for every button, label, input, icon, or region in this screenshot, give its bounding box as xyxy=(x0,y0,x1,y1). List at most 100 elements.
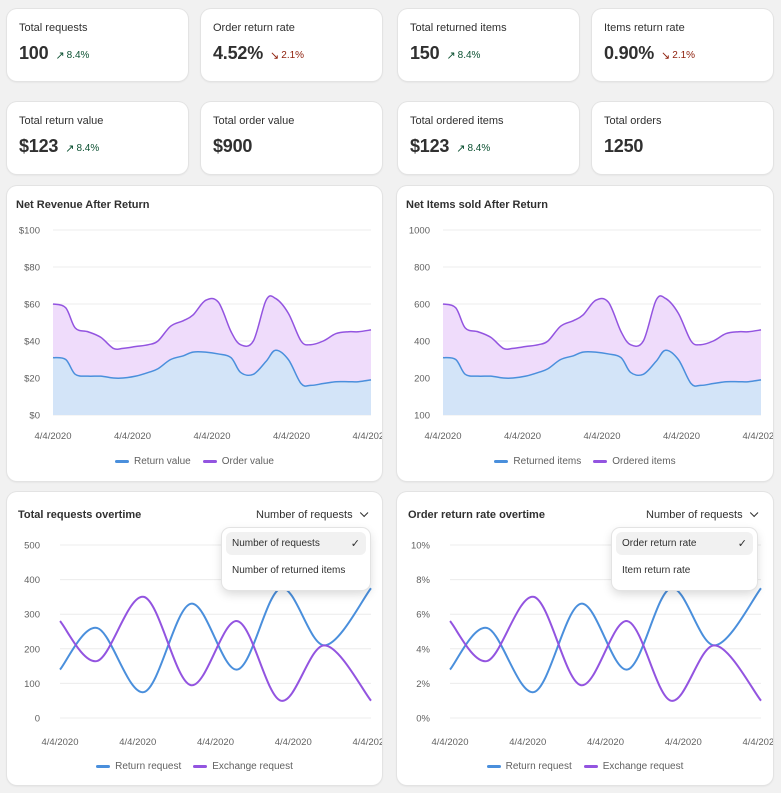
chart-title: Total requests overtime xyxy=(18,509,142,521)
series-line-order-value[interactable] xyxy=(52,295,372,351)
stat-card: Items return rate 0.90% ↘ 2.1% xyxy=(592,9,773,81)
x-tick-label: 4/4/2020 xyxy=(275,737,312,748)
dropdown-label: Number of requests xyxy=(256,509,353,521)
x-tick-label: 4/4/2020 xyxy=(584,431,621,442)
y-tick-label: 2% xyxy=(416,679,430,690)
x-tick-label: 4/4/2020 xyxy=(119,737,156,748)
stat-label: Total requests xyxy=(19,22,88,34)
stat-label: Total orders xyxy=(604,115,662,127)
stat-label: Items return rate xyxy=(604,22,685,34)
y-tick-label: $60 xyxy=(24,300,40,311)
stat-card: Total order value $900 xyxy=(201,102,382,174)
legend-item-return-value[interactable]: Return value xyxy=(115,456,191,467)
legend-item-return-request[interactable]: Return request xyxy=(96,761,181,772)
dropdown-label: Number of requests xyxy=(646,509,743,521)
stat-delta-value: 8.4% xyxy=(76,143,100,154)
stat-row: $900 xyxy=(213,136,252,157)
series-line-exchange-request[interactable] xyxy=(449,595,762,702)
stat-delta-value: 2.1% xyxy=(281,50,305,61)
y-tick-label: 200 xyxy=(24,644,40,655)
series-line-return-request[interactable] xyxy=(449,587,762,694)
legend-item-return-request[interactable]: Return request xyxy=(486,761,572,772)
y-tick-label: 500 xyxy=(24,541,40,552)
legend-item-returned-items[interactable]: Returned items xyxy=(494,456,581,467)
chart-title: Net Revenue After Return xyxy=(16,199,150,211)
legend-label: Returned items xyxy=(513,456,582,467)
legend-item-order-value[interactable]: Order value xyxy=(202,456,274,467)
x-tick-label: 4/4/2020 xyxy=(587,737,624,748)
x-tick-label: 4/4/2020 xyxy=(743,737,773,748)
metric-menu: Order return rate ✓ Item return rate xyxy=(612,528,757,590)
stat-delta: ↗ 8.4% xyxy=(456,142,490,155)
x-tick-label: 4/4/2020 xyxy=(432,737,469,748)
legend-label: Exchange request xyxy=(602,761,684,772)
stat-delta-value: 8.4% xyxy=(467,143,491,154)
stat-delta: ↗ 8.4% xyxy=(446,49,480,62)
y-tick-label: 0 xyxy=(35,714,40,725)
stat-row: 4.52% ↘ 2.1% xyxy=(213,43,304,64)
metric-dropdown[interactable]: Number of requests xyxy=(256,508,368,521)
series-line-return-request[interactable] xyxy=(59,587,372,694)
x-tick-label: 4/4/2020 xyxy=(663,431,700,442)
stat-delta: ↘ 2.1% xyxy=(661,49,695,62)
y-tick-label: 4% xyxy=(416,644,430,655)
checkmark-icon: ✓ xyxy=(350,538,360,550)
x-tick-label: 4/4/2020 xyxy=(197,737,234,748)
y-tick-label: $40 xyxy=(24,337,40,348)
menu-item-order-return-rate[interactable]: Order return rate ✓ xyxy=(616,532,753,555)
arrow-up-right-icon: ↗ xyxy=(446,50,456,62)
stat-value: $900 xyxy=(213,136,253,156)
legend-label: Ordered items xyxy=(612,456,676,467)
stat-delta: ↗ 8.4% xyxy=(55,49,89,62)
chart-legend: Return request Exchange request xyxy=(397,761,773,772)
stat-value: 0.90% xyxy=(604,43,655,63)
net-revenue-chart: $0 $20 $40 $60 $80 $100 4/4/2020 4/4/2020 4/4/20… xyxy=(19,226,382,443)
series-line-ordered-items[interactable] xyxy=(442,295,762,351)
stat-label: Total returned items xyxy=(410,22,507,34)
legend-item-ordered-items[interactable]: Ordered items xyxy=(593,456,676,467)
chart-legend: Return value Order value xyxy=(7,456,382,467)
x-tick-label: 4/4/2020 xyxy=(194,431,231,442)
legend-item-exchange-request[interactable]: Exchange request xyxy=(193,761,293,772)
y-tick-label: 600 xyxy=(414,300,430,311)
legend-item-exchange-request[interactable]: Exchange request xyxy=(583,761,684,772)
chart-title: Order return rate overtime xyxy=(408,509,545,521)
arrow-up-right-icon: ↗ xyxy=(65,143,75,155)
stat-row: 100 ↗ 8.4% xyxy=(19,43,89,64)
y-tick-label: 800 xyxy=(414,263,430,274)
legend-label: Order value xyxy=(221,456,274,467)
return-rate-overtime-chart: 0% 2% 4% 6% 8% 10% 4/4/2020 4/4/2020 4/4/2020 4/4… xyxy=(411,541,773,749)
y-tick-label: 400 xyxy=(414,337,430,348)
stat-label: Total return value xyxy=(19,115,104,127)
stat-value: 100 xyxy=(19,43,49,63)
stat-row: 1250 xyxy=(604,136,643,157)
stat-row: $123 ↗ 8.4% xyxy=(19,136,99,157)
stat-value: 150 xyxy=(410,43,440,63)
stat-card: Total ordered items $123 ↗ 8.4% xyxy=(398,102,579,174)
x-tick-label: 4/4/2020 xyxy=(42,737,79,748)
y-tick-label: 6% xyxy=(416,610,430,621)
stat-value: $123 xyxy=(19,136,59,156)
metric-dropdown[interactable]: Number of requests xyxy=(646,508,758,521)
y-tick-label: 400 xyxy=(24,575,40,586)
x-tick-label: 4/4/2020 xyxy=(353,737,382,748)
chart-title: Net Items sold After Return xyxy=(406,199,549,211)
requests-overtime-card: Total requests overtime 0 100 200 300 400 500… xyxy=(7,492,382,785)
arrow-down-right-icon: ↘ xyxy=(270,50,280,62)
menu-item-item-return-rate[interactable]: Item return rate xyxy=(616,559,753,582)
menu-item-number-of-returned-items[interactable]: Number of returned items xyxy=(226,559,366,582)
series-line-return-value[interactable] xyxy=(52,349,372,387)
stat-row: $123 ↗ 8.4% xyxy=(410,136,490,157)
stat-card: Order return rate 4.52% ↘ 2.1% xyxy=(201,9,382,81)
x-tick-label: 4/4/2020 xyxy=(504,431,541,442)
stat-value: 4.52% xyxy=(213,43,264,63)
x-tick-label: 4/4/2020 xyxy=(353,431,382,442)
menu-item-label: Item return rate xyxy=(622,565,691,576)
y-tick-label: $20 xyxy=(24,374,40,385)
series-line-returned-items[interactable] xyxy=(442,349,762,387)
menu-item-number-of-requests[interactable]: Number of requests ✓ xyxy=(226,532,366,555)
stat-card: Total orders 1250 xyxy=(592,102,773,174)
series-line-exchange-request[interactable] xyxy=(59,595,372,702)
y-tick-label: 10% xyxy=(411,541,431,552)
stat-card: Total returned items 150 ↗ 8.4% xyxy=(398,9,579,81)
